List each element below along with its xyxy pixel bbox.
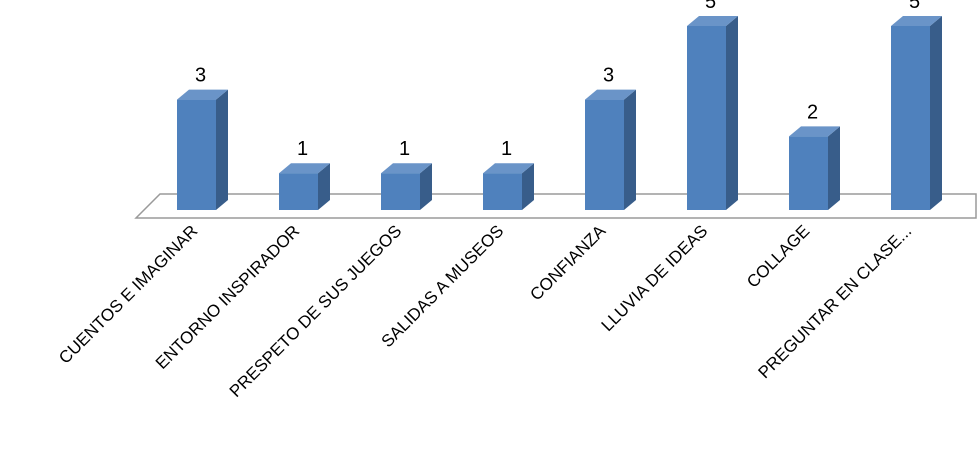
bar-side: [420, 163, 432, 210]
bar-top: [483, 163, 534, 174]
bar-front: [789, 136, 828, 210]
bar: [585, 89, 636, 210]
bar-top: [585, 89, 636, 100]
data-label: 2: [807, 101, 818, 123]
data-label: 1: [297, 138, 308, 160]
bar-side: [216, 89, 228, 210]
bar-front: [381, 173, 420, 210]
bar-top: [891, 16, 942, 26]
data-label: 1: [399, 138, 410, 160]
bar-side: [930, 16, 942, 210]
bar: [483, 163, 534, 210]
bar-front: [891, 26, 930, 210]
bar-front: [687, 26, 726, 210]
data-label: 5: [705, 0, 716, 13]
bar: [279, 163, 330, 210]
bar-front: [279, 173, 318, 210]
tick-label: CONFIANZA: [526, 221, 609, 304]
bar-front: [585, 99, 624, 210]
data-label: 1: [501, 138, 512, 160]
bar: [891, 16, 942, 210]
bar: [177, 89, 228, 210]
bar-top: [177, 89, 228, 100]
bar-top: [381, 163, 432, 174]
tick-label: LLUVIA DE IDEAS: [598, 221, 712, 335]
bar: [789, 126, 840, 210]
bar-top: [687, 16, 738, 26]
bar-side: [318, 163, 330, 210]
bar-side: [522, 163, 534, 210]
bars-group: 3 1 1 1 3 5 2 5: [177, 0, 942, 210]
bar-top: [279, 163, 330, 174]
bar-top: [789, 126, 840, 137]
bar-front: [483, 173, 522, 210]
data-label: 3: [603, 65, 614, 87]
tick-label: PRESPETO DE SUS JUEGOS: [226, 221, 406, 401]
data-label: 3: [195, 65, 206, 87]
bar-side: [624, 89, 636, 210]
bar-side: [726, 16, 738, 210]
bar-side: [828, 126, 840, 210]
tick-label: COLLAGE: [743, 221, 813, 291]
data-label: 5: [909, 0, 920, 13]
bar: [687, 16, 738, 210]
bar-front: [177, 99, 216, 210]
chart-floor: [134, 193, 977, 219]
bar: [381, 163, 432, 210]
